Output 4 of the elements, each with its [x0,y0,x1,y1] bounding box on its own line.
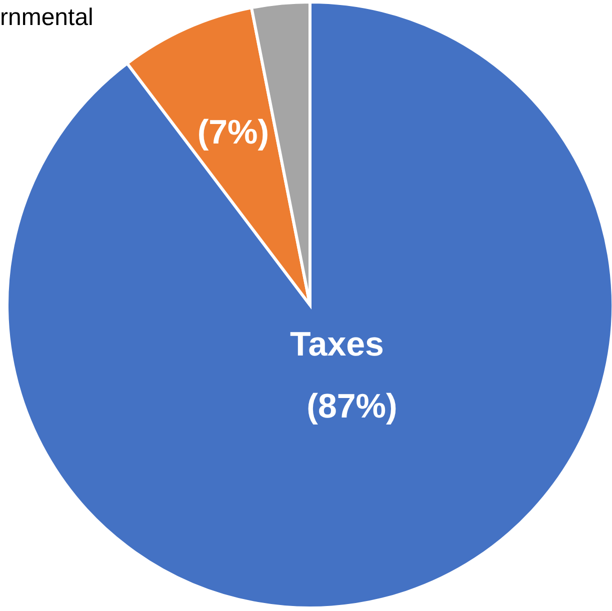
text: rnmental [0,4,94,32]
data-label: (7%) [197,114,270,152]
slice-label: Taxes [290,325,384,364]
data-label: (87%) [306,387,398,426]
